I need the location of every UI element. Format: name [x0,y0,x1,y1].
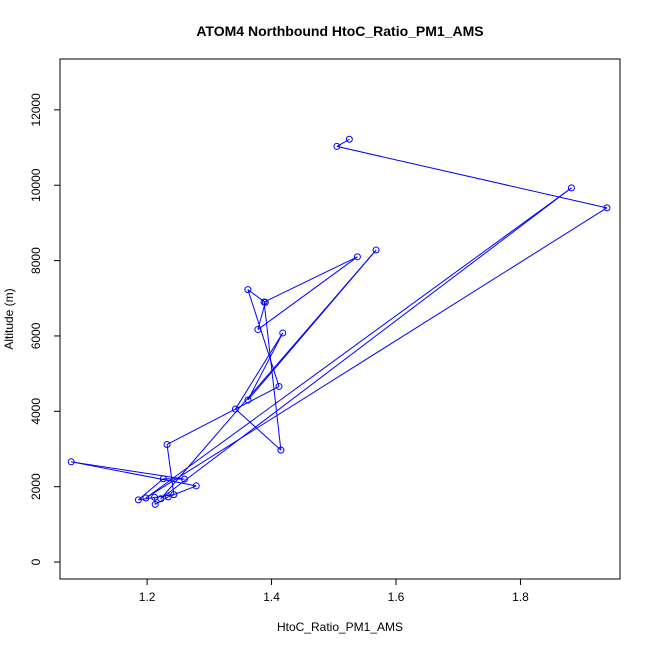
x-tick-label: 1.8 [512,590,529,604]
series-segment [257,256,358,330]
data-point [372,246,380,254]
data-point [67,458,75,466]
data-point [277,446,285,454]
y-tick-label: 0 [29,558,43,565]
data-point [180,475,188,483]
series-segment [247,289,266,303]
data-point [192,482,200,490]
series-segment [71,461,185,480]
series-markers [67,135,611,508]
data-point [333,142,341,150]
x-axis-label: HtoC_Ratio_PM1_AMS [277,620,403,634]
data-point [231,405,239,413]
x-tick-label: 1.2 [139,590,156,604]
y-tick-label: 6000 [29,322,43,349]
series-segment [166,444,175,495]
series-segment [168,485,197,498]
series-segment [247,289,280,387]
data-point [261,298,269,306]
data-point [244,286,252,294]
y-tick-label: 2000 [29,473,43,500]
x-axis: 1.2 1.4 1.6 1.8 [139,578,529,604]
series-segment [247,249,377,401]
data-point [157,495,165,503]
plot-frame [59,58,621,580]
data-point [567,184,575,192]
series-segment [138,494,174,501]
series-segment [154,496,169,505]
data-point [134,496,142,504]
x-tick-label: 1.4 [263,590,280,604]
series-segment [154,497,156,505]
data-point [151,493,159,501]
y-axis-label: Altitude (m) [2,288,16,349]
data-point [353,253,361,261]
series-segment [138,478,164,501]
series-lines [71,138,608,505]
y-tick-label: 10000 [29,168,43,202]
series-segment [235,332,284,410]
data-point [603,204,611,212]
series-segment [71,461,197,487]
chart-title: ATOM4 Northbound HtoC_Ratio_PM1_AMS [196,23,483,39]
data-point [164,493,172,501]
data-point [159,475,167,483]
data-point [142,494,150,502]
series-segment [247,332,284,401]
y-axis: 0 2000 4000 6000 8000 10000 12000 [29,93,61,565]
series-segment [145,187,572,499]
data-point [279,329,287,337]
y-tick-label: 4000 [29,398,43,425]
data-point [151,500,159,508]
data-point [275,382,283,390]
data-point [345,135,353,143]
data-point [244,396,252,404]
y-tick-label: 12000 [29,93,43,127]
series-segment [336,145,608,209]
series-segment [160,187,572,500]
series-segment [263,301,282,451]
data-point [254,326,262,334]
series-segment [263,256,358,303]
series-segment [145,207,608,499]
y-tick-label: 8000 [29,247,43,274]
series-segment [336,138,350,147]
series-segment [166,386,280,445]
x-tick-label: 1.6 [388,590,405,604]
series-segment [235,408,282,451]
data-point [163,440,171,448]
